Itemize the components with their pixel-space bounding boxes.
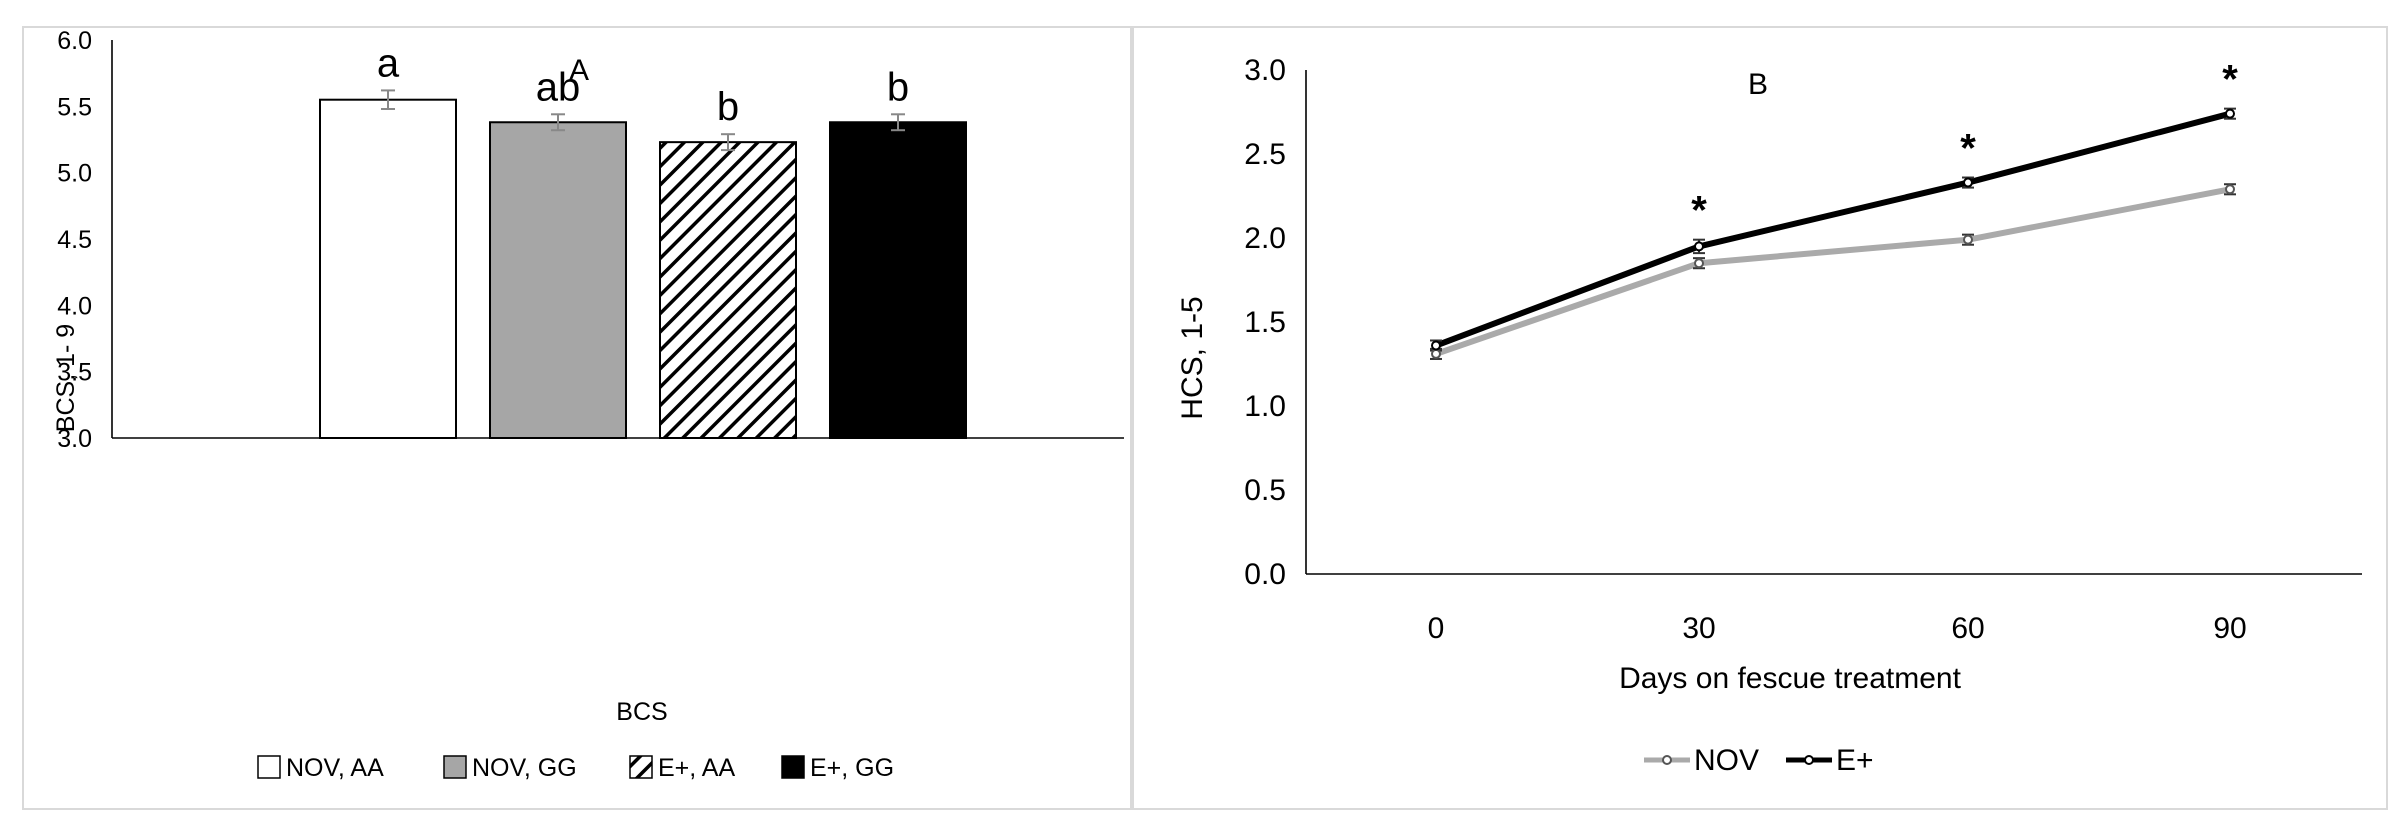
data-point: [1963, 234, 1973, 245]
legend-label: NOV, AA: [286, 754, 384, 782]
significance-letter: a: [377, 41, 400, 85]
legend-marker: [1804, 755, 1814, 765]
x-tick-label: 30: [1682, 612, 1715, 645]
significance-letter: b: [717, 85, 739, 129]
data-point: [1963, 177, 1973, 188]
legend-swatch: [257, 755, 281, 779]
chart-b-x-axis-label: Days on fescue treatment: [1619, 662, 1962, 695]
data-point: [1694, 258, 1704, 269]
series-line: [1434, 110, 2231, 349]
line-chart-svg: 0.0 0.5 1.0 1.5 2.0 2.5 3.0 0 30 60 90 * * * B Days …: [1176, 54, 2362, 777]
y-tick-label: 3.5: [57, 359, 92, 387]
significance-asterisk: *: [2222, 58, 2238, 102]
legend-label: NOV: [1694, 744, 1759, 777]
y-tick-label: 6.0: [57, 27, 92, 55]
x-tick-label: 0: [1428, 612, 1445, 645]
panel-a-bar-chart: 3.0 3.5 4.0 4.5 5.0 5.5 6.0 a ab b b A BCS BCS, 1…: [22, 26, 1132, 810]
legend-label: E+: [1836, 744, 1874, 777]
significance-asterisk: *: [1960, 127, 1976, 171]
y-tick-label: 4.5: [57, 226, 92, 254]
y-tick-label: 3.0: [1244, 54, 1286, 87]
bar: [489, 121, 627, 440]
legend-marker: [1662, 755, 1672, 765]
y-tick-label: 0.5: [1244, 474, 1286, 507]
bar: [829, 121, 967, 440]
y-tick-label: 5.5: [57, 93, 92, 121]
data-point: [2225, 108, 2235, 119]
chart-a-x-axis-label: BCS: [616, 698, 667, 726]
y-tick-label: 0.0: [1244, 558, 1286, 591]
y-tick-label: 2.0: [1244, 222, 1286, 255]
chart-a-legend: NOV, AA NOV, GG E+, AA E+, GG: [257, 754, 894, 782]
y-tick-label: 1.5: [1244, 306, 1286, 339]
y-tick-label: 1.0: [1244, 390, 1286, 423]
data-point: [1431, 340, 1441, 351]
y-tick-label: 3.0: [57, 425, 92, 453]
panel-b-line-chart: 0.0 0.5 1.0 1.5 2.0 2.5 3.0 0 30 60 90 * * * B Days …: [1132, 26, 2388, 810]
chart-a-title: A: [569, 54, 589, 87]
legend-swatch: [443, 755, 467, 779]
chart-b-y-axis-label: HCS, 1-5: [1176, 296, 1209, 419]
significance-letter: b: [887, 65, 909, 109]
data-point: [1694, 241, 1704, 252]
x-tick-label: 90: [2213, 612, 2246, 645]
series-line: [1435, 186, 2231, 357]
bar: [319, 98, 457, 439]
legend-swatch: [781, 755, 805, 779]
bar-chart-svg: 3.0 3.5 4.0 4.5 5.0 5.5 6.0 a ab b b A BCS BCS, 1…: [52, 27, 1124, 782]
data-point: [2225, 184, 2235, 195]
data-point: [1431, 348, 1441, 359]
y-tick-label: 2.5: [1244, 138, 1286, 171]
y-tick-label: 5.0: [57, 160, 92, 188]
x-tick-label: 60: [1951, 612, 1984, 645]
legend-label: E+, GG: [810, 754, 894, 782]
legend-label: E+, AA: [658, 754, 735, 782]
chart-a-y-axis-label: BCS, 1- 9: [52, 324, 80, 432]
legend-swatch: [629, 755, 653, 779]
y-tick-label: 4.0: [57, 292, 92, 320]
chart-b-title: B: [1748, 68, 1768, 101]
chart-b-legend: NOV E+: [1644, 744, 1874, 777]
significance-letter: ab: [536, 65, 581, 109]
bar: [659, 141, 797, 440]
significance-asterisk: *: [1691, 189, 1707, 233]
legend-label: NOV, GG: [472, 754, 577, 782]
